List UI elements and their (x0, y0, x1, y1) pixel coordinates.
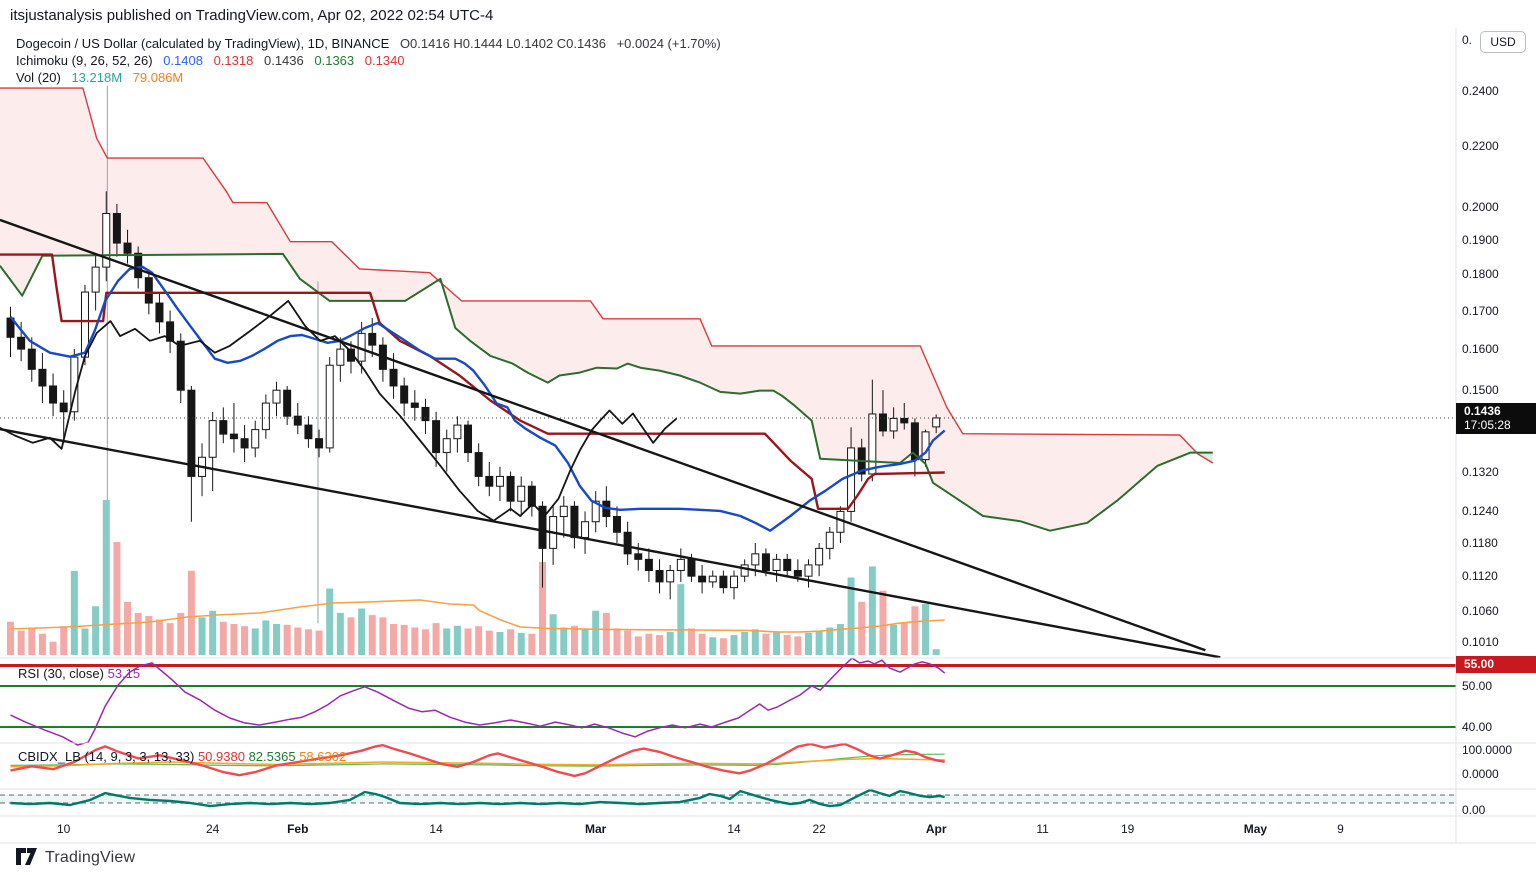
rsi-axis-label: 40.00 (1462, 720, 1493, 734)
volume-ma-value: 79.086M (132, 70, 184, 85)
rsi-title[interactable]: RSI (30, close) (18, 666, 104, 681)
time-axis-month-label: May (1243, 822, 1268, 836)
symbol-title[interactable]: Dogecoin / US Dollar (calculated by Trad… (16, 36, 390, 51)
price-axis-label: 0.1120 (1462, 569, 1498, 584)
oscillator-axis-label: 0.00 (1462, 803, 1486, 817)
price-axis-label: 0.1320 (1462, 464, 1499, 479)
current-price-value: 0.1436 (1464, 404, 1501, 418)
senkou-a-value: 0.1363 (314, 53, 355, 68)
kijun-value: 0.1318 (213, 53, 254, 68)
price-axis-label: 0.1240 (1462, 504, 1499, 519)
price-axis-label: 0.2400 (1462, 84, 1499, 98)
publish-watermark: itsjustanalysis published on TradingView… (10, 7, 494, 24)
cbidx-title[interactable]: CBIDX_LB (14, 9, 3, 3, 13, 33) (18, 749, 195, 764)
cbidx-green-value: 82.5365 (248, 749, 296, 764)
price-axis-label: 0.1700 (1462, 303, 1499, 318)
tradingview-logo-text: TradingView (45, 849, 136, 866)
volume-title[interactable]: Vol (20) (16, 70, 61, 85)
cbidx-red-value: 50.9380 (197, 749, 245, 764)
current-price-badge: 0.1436 17:05:28 (1456, 403, 1536, 434)
cbidx-axis-label: 0.0000 (1462, 767, 1499, 781)
price-axis-label: 0.1800 (1462, 267, 1499, 282)
price-axis-label: 0.1010 (1462, 634, 1499, 649)
price-axis-label: 0.2000 (1462, 200, 1499, 215)
time-axis-day-label: 10 (57, 822, 71, 836)
ohlc-readout: O0.1416 H0.1444 L0.1402 C0.1436 (399, 36, 606, 51)
cbidx-legend: CBIDX_LB (14, 9, 3, 3, 13, 33) 50.9380 8… (18, 749, 346, 764)
time-axis-day-label: 14 (727, 822, 741, 836)
price-axis-label: 0.2200 (1462, 139, 1499, 154)
senkou-b-value: 0.1340 (364, 53, 405, 68)
time-axis-day-label: 14 (429, 822, 443, 836)
time-axis-day-label: 24 (205, 822, 220, 836)
time-axis-day-label: 9 (1337, 822, 1344, 836)
rsi-value: 53.15 (107, 666, 141, 681)
rsi-legend: RSI (30, close) 53.15 (18, 666, 140, 681)
price-countdown: 17:05:28 (1464, 418, 1511, 432)
price-axis-label: 0.1900 (1462, 232, 1499, 247)
cbidx-orange-value: 58.6302 (299, 749, 347, 764)
price-axis-label: 0.1060 (1462, 604, 1499, 619)
time-axis-month-label: Feb (287, 822, 309, 836)
ichimoku-title[interactable]: Ichimoku (9, 26, 52, 26) (16, 53, 153, 68)
cbidx-axis-label: 100.0000 (1462, 743, 1513, 757)
time-axis-day-label: 19 (1121, 822, 1135, 836)
price-axis-label: 0.1600 (1462, 342, 1499, 357)
tradingview-logo-icon (16, 848, 37, 865)
time-axis-day-label: 22 (812, 822, 826, 836)
volume-legend: Vol (20) 13.218M 79.086M (16, 70, 190, 85)
rsi-level-badge: 55.00 (1456, 656, 1536, 673)
symbol-legend: Dogecoin / US Dollar (calculated by Trad… (16, 36, 728, 51)
tradingview-logo[interactable]: TradingView (16, 848, 135, 868)
price-axis-label: 0.1500 (1462, 383, 1499, 398)
time-axis-month-label: Apr (925, 822, 947, 836)
currency-toggle-button[interactable]: USD (1480, 31, 1526, 53)
time-axis-month-label: Mar (585, 822, 607, 836)
price-axis-label: 0.1180 (1462, 535, 1498, 550)
lagging-value: 0.1436 (263, 53, 304, 68)
ichimoku-legend: Ichimoku (9, 26, 52, 26) 0.1408 0.1318 0… (16, 53, 412, 68)
volume-value: 13.218M (71, 70, 123, 85)
tenkan-value: 0.1408 (163, 53, 203, 68)
axis-top-partial-label: 0. (1462, 33, 1473, 47)
time-axis-day-label: 11 (1036, 822, 1049, 836)
change-readout: +0.0024 (+1.70%) (616, 36, 721, 51)
rsi-axis-label: 50.00 (1462, 679, 1493, 693)
